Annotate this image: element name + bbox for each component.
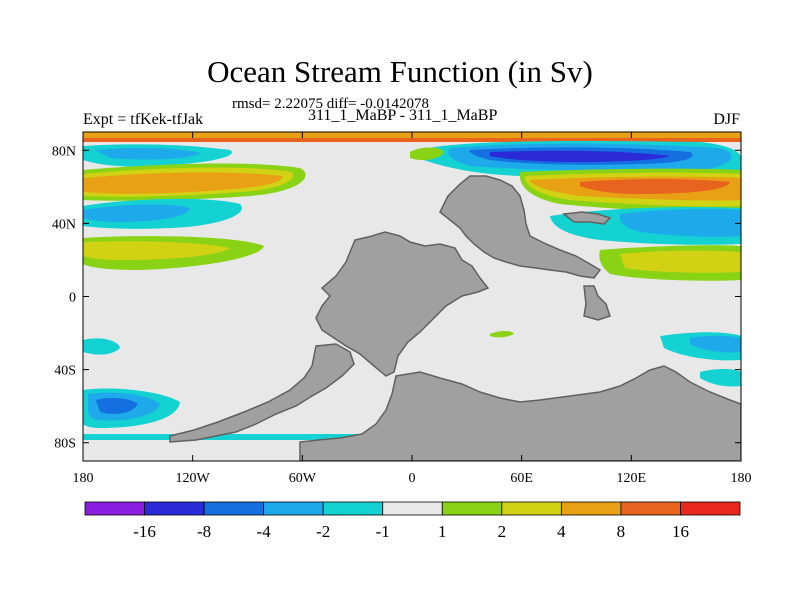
colorbar-label: 8 — [617, 522, 626, 541]
x-tick-label: 120W — [176, 471, 211, 486]
sh-west-neg — [83, 338, 120, 355]
colorbar-swatch — [501, 501, 562, 516]
colorbar-swatch — [84, 501, 145, 516]
season-label: DJF — [713, 111, 740, 128]
land-south-america — [169, 343, 355, 443]
colorbar-label: -1 — [376, 522, 390, 541]
x-tick-label: 60E — [510, 471, 533, 486]
rmsd-diff-text: rmsd= 2.22075 diff= -0.0142078 — [232, 96, 430, 112]
experiment-label: Expt = tfKek-tfJak — [83, 111, 204, 128]
y-tick-label: 0 — [69, 291, 76, 306]
x-tick-label: 60W — [289, 471, 317, 486]
map-field — [83, 132, 741, 461]
x-tick-label: 0 — [409, 471, 416, 486]
npac-lower-neg-core — [83, 204, 190, 222]
comparison-label: 311_1_MaBP - 311_1_MaBP — [308, 107, 498, 124]
colorbar-label: 2 — [498, 522, 507, 541]
colorbar-label: 4 — [557, 522, 566, 541]
colorbar-swatch — [441, 501, 503, 516]
land-americas — [315, 231, 490, 377]
y-tick-label: 80S — [54, 437, 76, 452]
x-tick-label: 180 — [73, 471, 94, 486]
indian-green-patch — [490, 331, 514, 338]
colorbar-label: -2 — [316, 522, 330, 541]
sh-east-neg2 — [700, 369, 741, 387]
plot-title: Ocean Stream Function (in Sv) — [207, 54, 593, 89]
x-axis: 180 120W 60W 0 60E 120E 180 — [73, 132, 752, 486]
npac-neg-core — [95, 147, 200, 160]
colorbar-swatch — [144, 501, 205, 516]
sh-east-neg-core — [690, 335, 741, 353]
colorbar-swatch — [382, 501, 443, 516]
colorbar-label: -16 — [133, 522, 156, 541]
y-tick-label: 40S — [54, 364, 76, 379]
arctic-band-core — [83, 138, 741, 142]
colorbar-swatch — [203, 501, 265, 516]
npac-subtrop-core — [83, 241, 230, 260]
x-tick-label: 180 — [731, 471, 752, 486]
nwpac-subtrop-core — [620, 250, 741, 273]
land-japan-islands — [583, 285, 611, 321]
npac-pos-core — [83, 172, 283, 194]
colorbar-swatch — [680, 501, 741, 516]
y-axis: 80N 40N 0 40S 80S — [52, 144, 741, 452]
land-eurasia — [439, 175, 602, 279]
colorbar-label: 1 — [438, 522, 447, 541]
arctic-green-patch — [410, 147, 444, 160]
colorbar-swatch — [322, 501, 384, 516]
colorbar-label: -4 — [257, 522, 272, 541]
y-tick-label: 80N — [52, 144, 76, 159]
colorbar-swatch — [560, 501, 622, 516]
eh-neg-core — [490, 150, 670, 162]
land-africa-antarctica — [299, 365, 741, 461]
x-tick-label: 120E — [617, 471, 647, 486]
nwpac-pos-core — [580, 179, 730, 194]
colorbar-label: 16 — [672, 522, 689, 541]
colorbar-swatch — [263, 501, 324, 516]
spac-neg-core — [96, 397, 138, 414]
land-greenland-block — [562, 211, 612, 225]
nwpac-neg-core — [619, 208, 741, 237]
y-tick-label: 40N — [52, 217, 76, 232]
colorbar-label: -8 — [197, 522, 211, 541]
colorbar-swatch — [620, 501, 681, 516]
colorbar: -16 -8 -4 -2 -1 1 2 4 8 16 — [84, 501, 741, 541]
